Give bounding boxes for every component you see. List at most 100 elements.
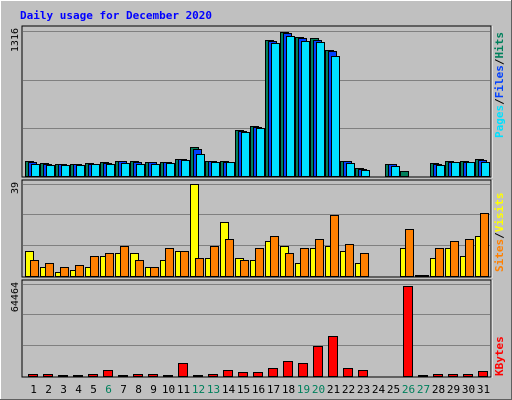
day-label-19: 19 <box>297 383 310 396</box>
bar-pages-day-30 <box>466 162 475 177</box>
bar-kbytes-day-19 <box>298 363 308 377</box>
bar-kbytes-day-1 <box>28 374 38 377</box>
bar-pages-day-2 <box>46 165 55 177</box>
legend-pages: Pages <box>493 105 506 138</box>
bar-kbytes-day-5 <box>88 374 98 377</box>
bar-pages-day-20 <box>316 42 325 177</box>
bar-sites-day-22 <box>345 244 354 277</box>
bar-kbytes-day-14 <box>223 370 233 377</box>
bar-pages-day-17 <box>271 43 280 177</box>
bar-pages-day-18 <box>286 36 295 177</box>
bar-pages-day-23 <box>361 170 370 177</box>
day-label-18: 18 <box>282 383 295 396</box>
day-label-25: 25 <box>387 383 400 396</box>
day-label-13: 13 <box>207 383 220 396</box>
bar-kbytes-day-10 <box>163 375 173 377</box>
bar-sites-day-23 <box>360 253 369 277</box>
day-label-29: 29 <box>447 383 460 396</box>
chart-title: Daily usage for December 2020 <box>20 9 212 22</box>
day-label-2: 2 <box>45 383 52 396</box>
bar-pages-day-25 <box>391 166 400 177</box>
bar-sites-day-17 <box>270 236 279 277</box>
bar-kbytes-day-18 <box>283 361 293 377</box>
bar-pages-day-8 <box>136 164 145 177</box>
legend-kbytes: KBytes <box>493 336 506 376</box>
bar-sites-day-19 <box>300 248 309 277</box>
bar-sites-day-1 <box>30 260 39 277</box>
day-label-17: 17 <box>267 383 280 396</box>
bar-sites-day-6 <box>105 253 114 277</box>
ymax-label-kbytes: 64464 <box>10 282 21 312</box>
day-label-8: 8 <box>135 383 142 396</box>
bar-kbytes-day-4 <box>73 375 83 377</box>
bar-pages-day-11 <box>181 160 190 177</box>
bar-kbytes-day-27 <box>418 375 428 377</box>
bar-sites-day-5 <box>90 256 99 277</box>
bar-visits-day-12 <box>190 184 199 277</box>
bar-kbytes-day-8 <box>133 374 143 377</box>
bar-sites-day-26 <box>405 229 414 277</box>
bar-kbytes-day-21 <box>328 336 338 377</box>
bar-sites-day-10 <box>165 248 174 277</box>
day-label-28: 28 <box>432 383 445 396</box>
bar-kbytes-day-31 <box>478 371 488 377</box>
bar-kbytes-day-28 <box>433 374 443 377</box>
bar-kbytes-day-23 <box>358 370 368 377</box>
bar-sites-day-2 <box>45 263 54 277</box>
bar-sites-day-13 <box>210 246 219 277</box>
legend-visits: Visits <box>493 193 506 233</box>
day-label-5: 5 <box>90 383 97 396</box>
day-label-6: 6 <box>105 383 112 396</box>
bar-pages-day-1 <box>31 164 40 177</box>
bar-kbytes-day-16 <box>253 372 263 377</box>
panel-traffic: 1316 <box>10 25 493 178</box>
bar-sites-day-21 <box>330 215 339 277</box>
legend-visitors: Sites/Visits <box>493 193 506 273</box>
day-label-21: 21 <box>327 383 340 396</box>
day-label-12: 12 <box>192 383 205 396</box>
day-label-22: 22 <box>342 383 355 396</box>
bar-sites-day-18 <box>285 253 294 277</box>
legend-traffic: Pages/Files/Hits <box>493 32 506 138</box>
bar-sites-day-30 <box>465 239 474 277</box>
bar-sites-day-29 <box>450 241 459 277</box>
bar-sites-day-11 <box>180 251 189 277</box>
day-label-14: 14 <box>222 383 236 396</box>
bar-pages-day-28 <box>436 165 445 177</box>
ymax-label-traffic: 1316 <box>10 28 21 52</box>
day-label-23: 23 <box>357 383 370 396</box>
bar-pages-day-5 <box>91 164 100 177</box>
legend-sep-3: / <box>493 232 506 239</box>
day-label-15: 15 <box>237 383 250 396</box>
bar-kbytes-day-11 <box>178 363 188 377</box>
day-label-16: 16 <box>252 383 265 396</box>
day-label-1: 1 <box>30 383 37 396</box>
bar-sites-day-12 <box>195 258 204 277</box>
bar-sites-day-4 <box>75 265 84 277</box>
bar-sites-day-16 <box>255 248 264 277</box>
day-label-4: 4 <box>75 383 82 396</box>
panel-kbytes: 64464 <box>10 279 493 378</box>
bar-pages-day-4 <box>76 165 85 177</box>
bar-kbytes-day-29 <box>448 374 458 377</box>
bar-kbytes-day-7 <box>118 375 128 377</box>
day-label-24: 24 <box>372 383 386 396</box>
bar-pages-day-10 <box>166 163 175 177</box>
panel-visitors: 39 <box>10 179 493 278</box>
bar-sites-day-14 <box>225 239 234 277</box>
bar-pages-day-16 <box>256 128 265 177</box>
bar-pages-day-3 <box>61 165 70 177</box>
bar-pages-day-13 <box>211 162 220 177</box>
bar-sites-day-7 <box>120 246 129 277</box>
bar-kbytes-day-6 <box>103 370 113 377</box>
day-labels: 1 2 3 4 5 6 7 8 9 10 11 12 13 14 15 16 17 18 19 20 21 22 23 24 2… <box>30 383 490 396</box>
bar-hits-day-26 <box>400 171 409 177</box>
bar-pages-day-22 <box>346 163 355 177</box>
day-label-7: 7 <box>120 383 127 396</box>
bar-sites-day-3 <box>60 267 69 277</box>
bar-pages-day-19 <box>301 41 310 177</box>
day-label-9: 9 <box>150 383 157 396</box>
bar-kbytes-day-2 <box>43 374 53 377</box>
bar-sites-day-15 <box>240 260 249 277</box>
